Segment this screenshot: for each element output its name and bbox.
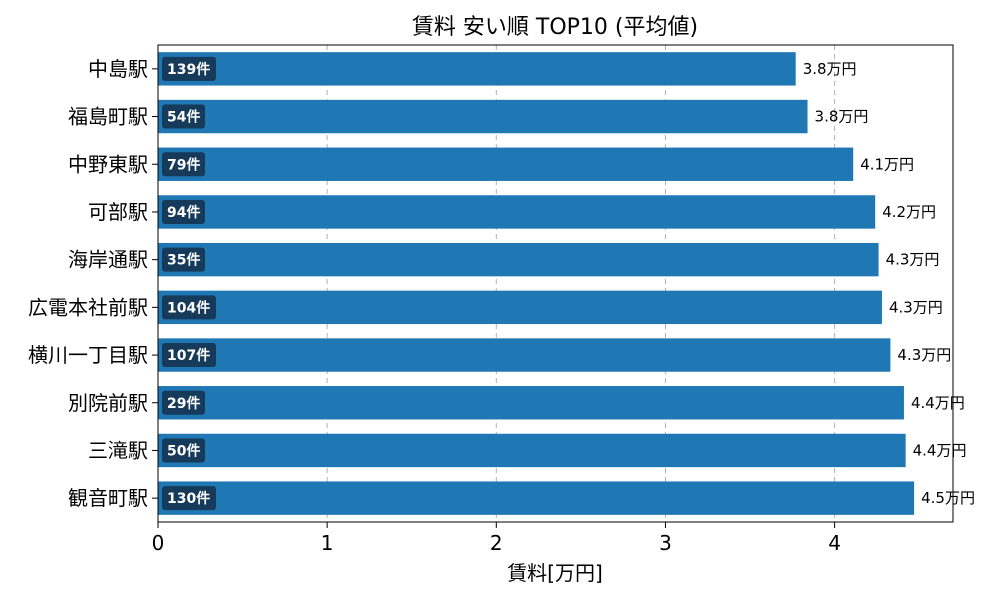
- count-badge: [162, 438, 205, 463]
- value-label: 4.3万円: [886, 251, 940, 269]
- y-tick-label: 中野東駅: [68, 152, 148, 176]
- value-label: 4.2万円: [882, 203, 936, 221]
- y-tick-label: 三滝駅: [88, 438, 148, 462]
- bar: [158, 195, 876, 229]
- value-label: 4.3万円: [897, 346, 951, 364]
- count-label: 29件: [167, 395, 200, 412]
- x-tick-label: 3: [659, 531, 672, 555]
- value-label: 4.3万円: [889, 298, 943, 316]
- count-badge: [162, 199, 205, 224]
- bar: [158, 242, 879, 277]
- bar: [158, 481, 915, 515]
- y-tick-label: 福島町駅: [68, 105, 148, 129]
- count-label: 130件: [167, 490, 210, 507]
- y-tick-label: 中島駅: [88, 57, 148, 81]
- bar: [158, 338, 891, 372]
- value-label: 4.5万円: [921, 489, 975, 507]
- plot-frame: [157, 44, 954, 523]
- y-tick-label: 海岸通駅: [68, 248, 148, 272]
- bar: [158, 52, 796, 86]
- bar: [158, 147, 854, 181]
- count-label: 54件: [167, 109, 200, 126]
- count-badge: [162, 104, 205, 129]
- bars-layer: 139件 3.8万円 54件 3.8万円 79件 4.1万円 94件 4.2万円 35件 4.3万…: [158, 52, 975, 515]
- value-label: 4.4万円: [911, 394, 965, 412]
- y-tick-label: 広電本社前駅: [28, 295, 148, 319]
- value-label: 4.1万円: [860, 155, 914, 173]
- count-label: 104件: [167, 299, 210, 316]
- count-badge: [162, 295, 216, 320]
- y-axis: 中島駅福島町駅中野東駅可部駅海岸通駅広電本社前駅横川一丁目駅別院前駅三滝駅観音町…: [28, 57, 158, 510]
- value-label: 3.8万円: [815, 108, 869, 126]
- count-badge: [162, 56, 216, 81]
- y-tick-label: 横川一丁目駅: [28, 343, 148, 367]
- bar: [158, 290, 882, 325]
- y-tick-label: 可部駅: [88, 200, 148, 224]
- x-tick-label: 4: [828, 531, 841, 555]
- count-label: 35件: [167, 252, 200, 269]
- value-label: 4.4万円: [913, 441, 967, 459]
- x-axis: 0 1 2 3 4: [152, 522, 841, 555]
- count-badge: [162, 247, 205, 272]
- x-tick-label: 1: [321, 531, 334, 555]
- count-badge: [162, 343, 216, 368]
- count-badge: [162, 152, 205, 177]
- count-label: 107件: [167, 347, 210, 364]
- count-label: 139件: [167, 61, 210, 78]
- bar: [158, 99, 808, 134]
- bar: [158, 386, 904, 420]
- x-tick-label: 0: [152, 531, 165, 555]
- y-tick-label: 観音町駅: [68, 486, 148, 510]
- x-axis-label: 賃料[万円]: [507, 561, 603, 585]
- count-label: 94件: [167, 204, 200, 221]
- bar: [158, 433, 906, 468]
- chart-title: 賃料 安い順 TOP10 (平均値): [412, 15, 698, 40]
- x-tick-label: 2: [490, 531, 503, 555]
- value-label: 3.8万円: [803, 60, 857, 78]
- count-label: 79件: [167, 156, 200, 173]
- count-badge: [162, 390, 205, 415]
- count-label: 50件: [167, 442, 200, 459]
- y-tick-label: 別院前駅: [68, 391, 148, 415]
- count-badge: [162, 486, 216, 511]
